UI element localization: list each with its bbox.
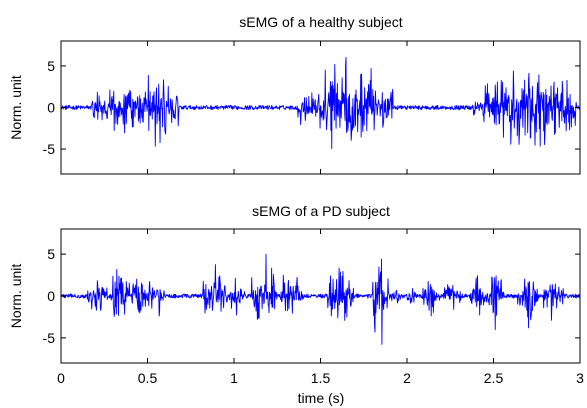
- x-axis-label: time (s): [298, 390, 345, 406]
- x-tick-label: 0.5: [138, 370, 158, 386]
- pd-subject-panel: sEMG of a PD subject -505 0 0.5 1 1.5 2 2.5 3 …: [8, 203, 584, 406]
- x-tick-label: 3: [576, 370, 584, 386]
- chart-title: sEMG of a healthy subject: [239, 14, 403, 30]
- signal-layer: [60, 253, 581, 345]
- x-ticks: 0 0.5 1 1.5 2 2.5 3: [57, 229, 584, 386]
- signal-layer: [60, 57, 581, 150]
- x-tick-label: 0: [57, 370, 65, 386]
- y-ticks: -5 0 5: [43, 58, 580, 157]
- y-tick-label: 0: [47, 288, 55, 304]
- emg-signal-line: [60, 57, 581, 150]
- y-tick-label: -5: [43, 330, 56, 346]
- emg-signal-line: [60, 253, 581, 345]
- y-ticks: -5 0 5: [43, 246, 580, 346]
- y-tick-label: -5: [43, 141, 56, 157]
- y-tick-label: 5: [47, 246, 55, 262]
- healthy-subject-panel: sEMG of a healthy subject -5 0 5 Norm. uni…: [8, 14, 581, 175]
- chart-title: sEMG of a PD subject: [252, 203, 390, 219]
- x-tick-label: 1.5: [311, 370, 331, 386]
- x-tick-label: 2: [403, 370, 411, 386]
- y-tick-label: 5: [47, 58, 55, 74]
- x-ticks: [60, 41, 581, 174]
- y-tick-label: 0: [47, 100, 55, 116]
- y-axis-label: Norm. unit: [8, 75, 24, 140]
- y-axis-label: Norm. unit: [8, 264, 24, 329]
- x-tick-label: 2.5: [484, 370, 504, 386]
- x-tick-label: 1: [230, 370, 238, 386]
